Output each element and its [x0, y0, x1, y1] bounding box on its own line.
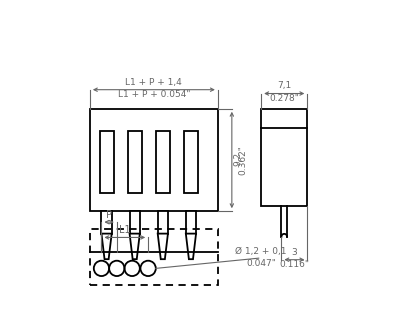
Bar [102, 211, 112, 234]
Polygon shape [102, 234, 112, 259]
Text: 0.047": 0.047" [246, 259, 276, 269]
Polygon shape [158, 234, 168, 259]
Bar [184, 131, 198, 193]
Bar [261, 109, 307, 206]
Text: L1 + P + 1,4: L1 + P + 1,4 [126, 78, 182, 87]
Text: 0.362": 0.362" [239, 145, 248, 175]
Bar [186, 211, 196, 234]
Bar [100, 131, 114, 193]
Text: 9,2: 9,2 [234, 152, 243, 166]
Bar [90, 109, 218, 211]
Bar [128, 131, 142, 193]
Text: 0.278": 0.278" [269, 94, 299, 103]
Text: 0.116": 0.116" [279, 261, 309, 270]
Text: Ø 1,2 + 0,1: Ø 1,2 + 0,1 [236, 247, 287, 256]
Bar [90, 229, 218, 285]
Text: L1 + P + 0.054": L1 + P + 0.054" [118, 90, 190, 100]
Bar [130, 211, 140, 234]
Text: 3: 3 [292, 248, 297, 257]
Text: 7,1: 7,1 [277, 81, 291, 90]
Text: P: P [106, 209, 112, 219]
Bar [156, 131, 170, 193]
Bar [158, 211, 168, 234]
Polygon shape [186, 234, 196, 259]
Text: L1: L1 [119, 225, 131, 235]
Polygon shape [130, 234, 140, 259]
